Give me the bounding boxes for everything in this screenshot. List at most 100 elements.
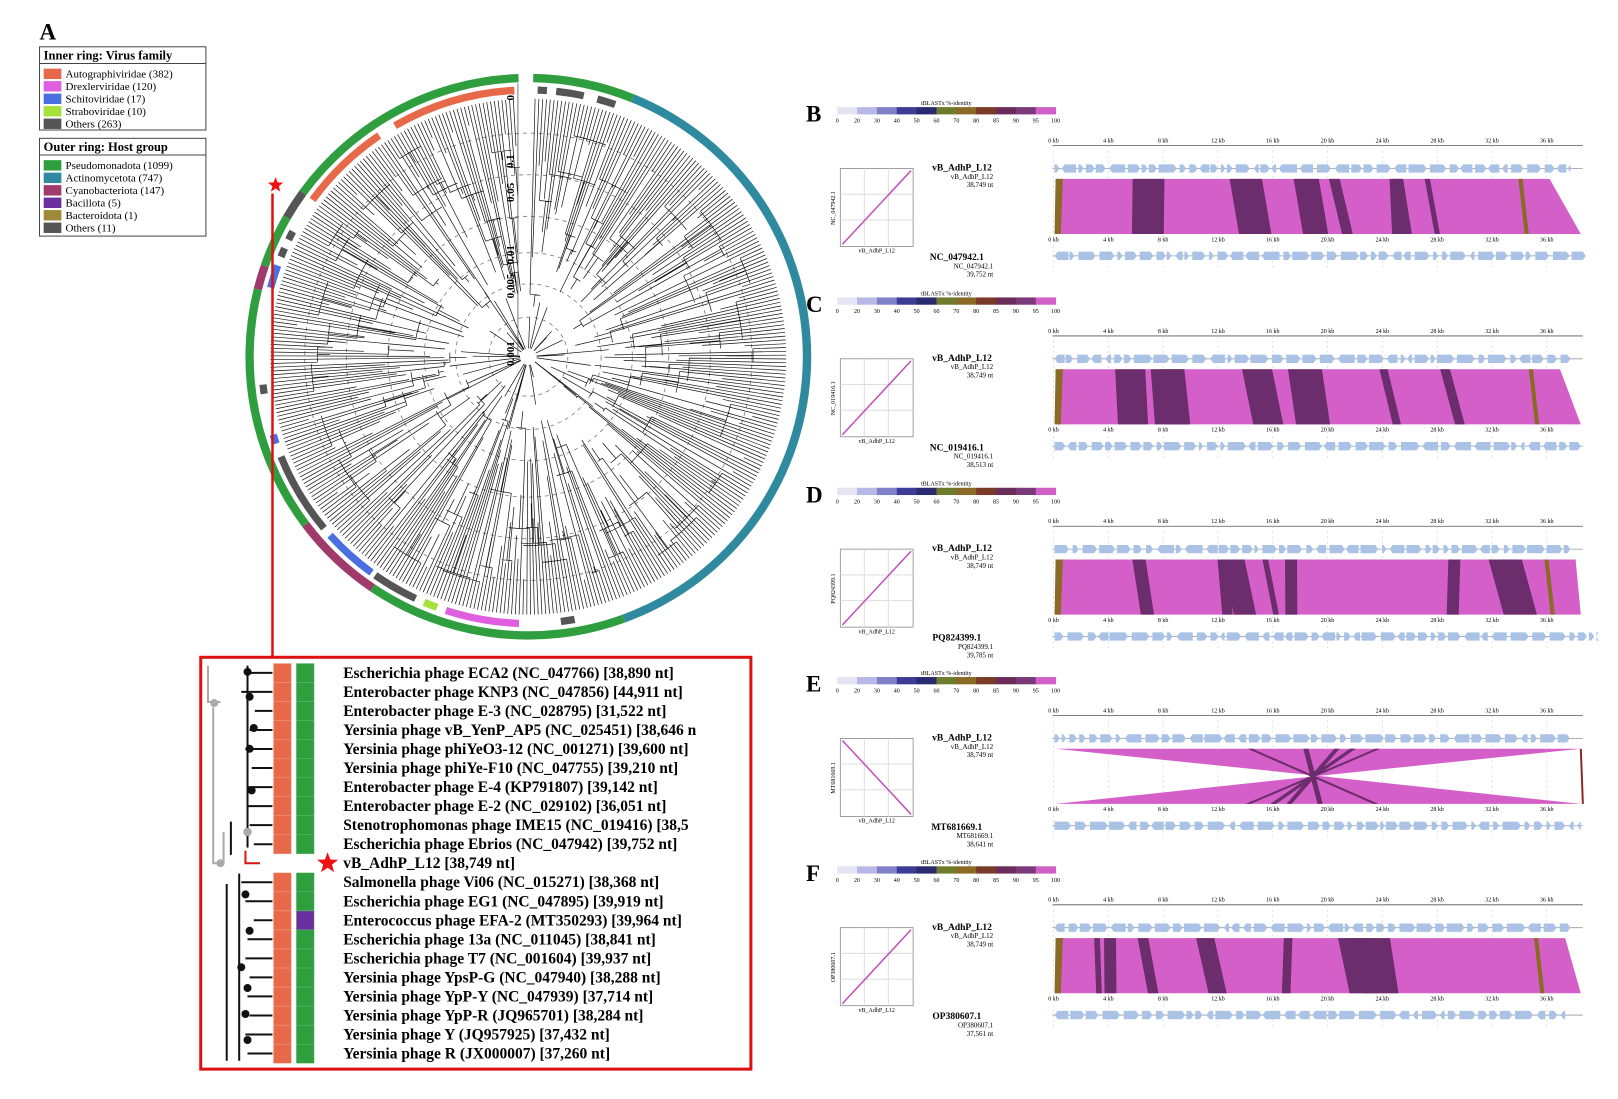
scale-tick: 30 (874, 309, 880, 315)
legend-swatch (43, 93, 62, 104)
kb-tick: 0 kb (1048, 807, 1059, 813)
gene (1184, 442, 1197, 451)
gene (1262, 632, 1270, 641)
inner-ring-segment (259, 384, 268, 395)
gene (1489, 1010, 1498, 1020)
scale-tick: 50 (914, 119, 920, 125)
gene (1478, 251, 1495, 260)
scale-tick: 85 (993, 689, 999, 695)
inner-ring-segment (444, 607, 520, 627)
gene (1287, 923, 1305, 932)
gene (1316, 164, 1331, 173)
gene (1115, 734, 1121, 743)
kb-tick: 8 kb (1158, 708, 1169, 714)
subject-name: NC_019416.1 (930, 443, 984, 453)
gene (1493, 821, 1500, 830)
scale-title: tBLASTx %-identity (921, 671, 972, 677)
gene (1054, 251, 1069, 260)
node (216, 859, 225, 868)
gene (1079, 923, 1092, 932)
gene (1257, 821, 1275, 830)
scale-tick: 40 (894, 689, 900, 695)
outer-ring-segment (302, 522, 375, 592)
gene (1595, 632, 1599, 641)
inner-ring-segment (373, 572, 418, 602)
node (210, 699, 219, 708)
inner-ring-cell (273, 891, 292, 912)
gene (1439, 1010, 1445, 1020)
gene (1286, 354, 1301, 363)
homology-band-edge (1054, 559, 1063, 615)
kb-tick: 16 kb (1266, 138, 1280, 144)
legend-swatch (43, 222, 62, 233)
gene (1357, 354, 1368, 363)
gene (1365, 821, 1379, 830)
node (249, 724, 258, 732)
gene (1487, 164, 1500, 173)
gene (1577, 632, 1587, 641)
scale-swatch (936, 487, 957, 496)
subject-name: OP380607.1 (932, 1012, 981, 1022)
node (241, 890, 250, 899)
kb-tick: 0 kb (1048, 519, 1059, 525)
taxon-label: Escherichia phage ECA2 (NC_047766) [38,8… (343, 665, 674, 682)
gene (1460, 164, 1473, 173)
gene (1385, 821, 1399, 830)
inner-ring-cell (273, 663, 292, 683)
node (243, 1036, 252, 1044)
taxon-label: Enterobacter phage KNP3 (NC_047856) [44,… (343, 684, 683, 701)
scale-tick: 40 (894, 309, 900, 315)
scale-swatch (936, 866, 957, 874)
gene (1061, 734, 1067, 743)
inner-ring-cell (273, 986, 292, 1007)
scale-swatch (916, 487, 937, 496)
scale-tick: 0 (836, 119, 839, 125)
gene (1124, 734, 1142, 743)
scale-tick: 90 (1013, 878, 1019, 884)
scale-swatch (896, 297, 918, 305)
gene (1311, 251, 1325, 260)
scale-tick: 30 (874, 689, 880, 695)
dotplot-y-label: NC_047942.1 (831, 191, 837, 225)
kb-tick: 32 kb (1485, 138, 1499, 144)
scale-swatch (1015, 677, 1037, 685)
gene (1218, 544, 1230, 554)
dotplot-diagonal (841, 929, 912, 1005)
scale-swatch (976, 297, 997, 305)
gene (1133, 544, 1142, 554)
node (245, 926, 254, 935)
gene (1459, 1010, 1476, 1020)
gene (1397, 632, 1405, 641)
kb-tick: 24 kb (1376, 519, 1390, 525)
gene (1467, 923, 1475, 932)
node (247, 786, 256, 795)
gene (1406, 544, 1422, 554)
gene (1559, 442, 1568, 451)
scale-swatch (857, 297, 878, 305)
gene (1527, 164, 1542, 173)
homology-band-dark (1379, 369, 1401, 425)
kb-tick: 12 kb (1211, 996, 1225, 1002)
kb-tick: 12 kb (1211, 329, 1225, 335)
query-length: 38,749 nt (967, 751, 994, 759)
gene (1278, 821, 1285, 830)
gene (1172, 734, 1186, 743)
kb-tick: 32 kb (1485, 428, 1499, 434)
kb-tick: 8 kb (1158, 996, 1169, 1002)
scale-tick: 95 (1033, 499, 1039, 505)
gene (1478, 1010, 1488, 1020)
kb-tick: 36 kb (1540, 138, 1554, 144)
gene (1275, 734, 1292, 743)
homology-band-dark (1132, 559, 1155, 615)
gene (1492, 923, 1505, 932)
gene (1485, 734, 1502, 743)
gene (1567, 164, 1571, 173)
outer-ring-segment (245, 288, 309, 527)
subject-length: 37,561 nt (967, 1030, 994, 1038)
gene (1336, 632, 1342, 641)
gene (1261, 251, 1280, 260)
legend-swatch (43, 68, 62, 80)
gene (1078, 251, 1096, 260)
gene (1061, 164, 1077, 173)
scale-swatch (1035, 866, 1057, 874)
